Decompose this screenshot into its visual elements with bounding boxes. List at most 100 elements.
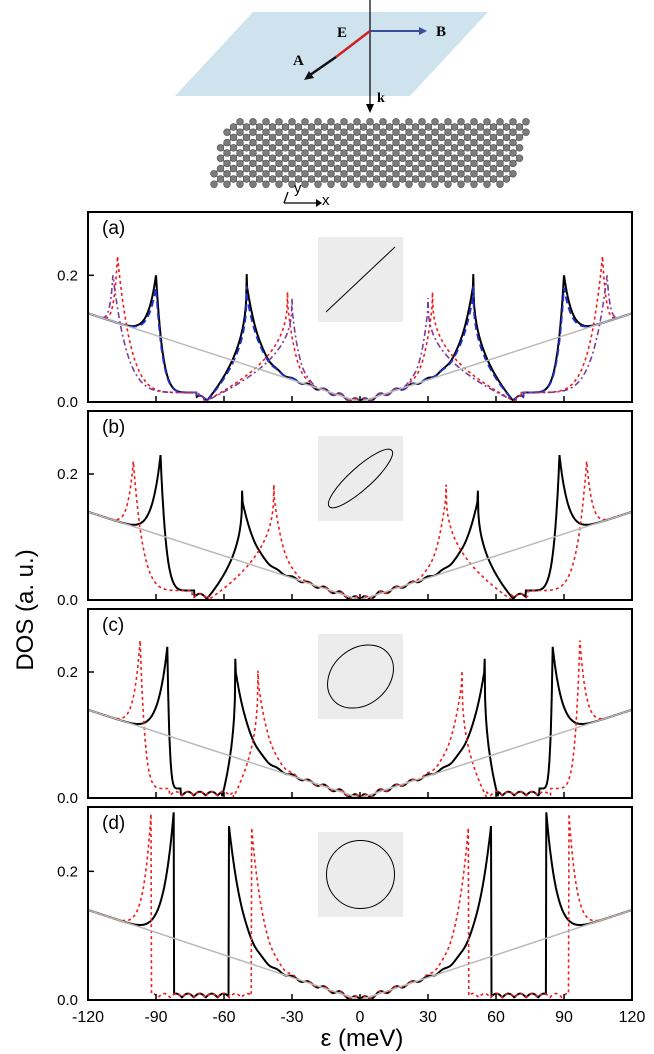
lattice-atom [470, 128, 478, 136]
lattice-atom [268, 175, 277, 183]
lattice-atom [346, 144, 355, 152]
lattice-atom [515, 144, 524, 152]
lattice-atom [242, 154, 251, 162]
lattice-atom [489, 175, 498, 183]
series-bare-gray [88, 709, 632, 798]
lattice-atom [372, 133, 381, 142]
lattice-atom [281, 154, 290, 162]
lattice-atom [216, 154, 225, 162]
lattice-atom [314, 159, 322, 168]
schematic: E B A k x y [175, 0, 530, 209]
lattice-atom [255, 154, 264, 162]
lattice-atom [314, 118, 322, 126]
lattice-atom [327, 170, 335, 178]
lattice-atom [255, 144, 264, 152]
panel-label: (d) [102, 813, 125, 834]
lattice-atom [424, 144, 433, 152]
b-arrowhead [419, 27, 427, 35]
lattice-atom [281, 144, 290, 152]
panel-label: (a) [102, 218, 125, 239]
panel-label: (c) [102, 615, 124, 636]
lattice-atom [379, 149, 387, 157]
lattice-atom [483, 118, 491, 126]
dos-curves [88, 256, 632, 402]
lattice-atom [437, 175, 446, 183]
lattice-atom [502, 164, 511, 173]
lattice-atom [398, 123, 407, 131]
lattice-atom [268, 123, 277, 131]
lattice-atom [450, 133, 459, 142]
lattice-atom [405, 138, 413, 147]
lattice-atom [236, 170, 244, 178]
lattice-atom [346, 154, 355, 162]
lattice-atom [502, 175, 511, 183]
lattice-atom [320, 164, 329, 173]
lattice-atom [379, 170, 387, 178]
lattice-atom [398, 133, 407, 142]
lattice-atom [359, 133, 368, 142]
lattice-atom [405, 118, 413, 126]
lattice-atom [262, 180, 270, 188]
series-bare-gray [88, 511, 632, 600]
lattice-atom [314, 149, 322, 157]
x-tick-label: 60 [487, 1009, 505, 1026]
lattice-atom [392, 138, 400, 147]
lattice-atom [340, 170, 348, 178]
lattice-atom [366, 170, 374, 178]
lattice-atom [340, 118, 348, 126]
lattice-atom [333, 154, 342, 162]
lattice-atom [366, 149, 374, 157]
lattice-atom [333, 175, 342, 183]
lattice-atom [236, 118, 244, 126]
lattice-atom [444, 118, 452, 126]
lattice-atom [359, 154, 368, 162]
lattice-atom [262, 170, 270, 178]
lattice-atom [275, 138, 283, 147]
lattice-atom [385, 123, 394, 131]
lattice-atom [476, 133, 485, 142]
series-dashed-purple [88, 275, 632, 402]
lattice-atom [320, 175, 329, 183]
k-arrowhead [366, 104, 374, 113]
polarization-inset [318, 832, 403, 917]
lattice-atom [249, 138, 257, 147]
dos-panel-a: 0.0 0.2 (a) [57, 211, 633, 411]
lattice-atom [275, 159, 283, 168]
lattice-atom [366, 118, 374, 126]
lattice-atom [327, 138, 335, 147]
lattice-atom [236, 180, 244, 188]
y-tick-label: 0.2 [57, 863, 78, 880]
lattice-atom [210, 170, 218, 178]
lattice-atom [268, 144, 277, 152]
lattice-atom [431, 180, 439, 188]
lattice-atom [340, 138, 348, 147]
lattice-atom [457, 138, 465, 147]
lattice-atom [385, 133, 394, 142]
lattice-atom [509, 128, 517, 136]
dos-panels: 0.0 0.2 (a) 0.0 0.2 (b) 0.0 0.2 (c) 0.0 0.2 (d) [57, 211, 633, 1009]
lattice-atom [463, 175, 472, 183]
lattice-atom [418, 118, 426, 126]
lattice-atom [255, 164, 264, 173]
lattice-atom [483, 149, 491, 157]
lattice-atom [385, 144, 394, 152]
lattice-atom [502, 154, 511, 162]
lattice-atom [522, 118, 530, 126]
y-axis-label: DOS (a. u.) [12, 549, 39, 670]
lattice-atom [333, 123, 342, 131]
lattice-atom [353, 118, 361, 126]
lattice-atom [424, 175, 433, 183]
lattice-atom [275, 118, 283, 126]
linear-polarization-icon [325, 246, 396, 313]
x-tick-label: -30 [280, 1009, 303, 1026]
lattice-atom [444, 180, 452, 188]
lattice-atom [366, 128, 374, 136]
lattice-atom [424, 123, 433, 131]
lattice-atom [223, 138, 231, 147]
lattice-atom [405, 149, 413, 157]
lattice-atom [437, 164, 446, 173]
lattice-atom [437, 154, 446, 162]
lattice-atom [431, 149, 439, 157]
lattice-atom [223, 128, 231, 136]
lattice-atom [431, 118, 439, 126]
